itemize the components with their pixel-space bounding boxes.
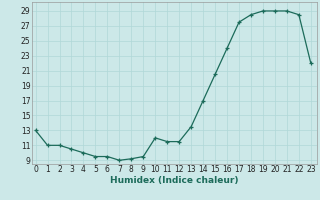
X-axis label: Humidex (Indice chaleur): Humidex (Indice chaleur)	[110, 176, 239, 185]
